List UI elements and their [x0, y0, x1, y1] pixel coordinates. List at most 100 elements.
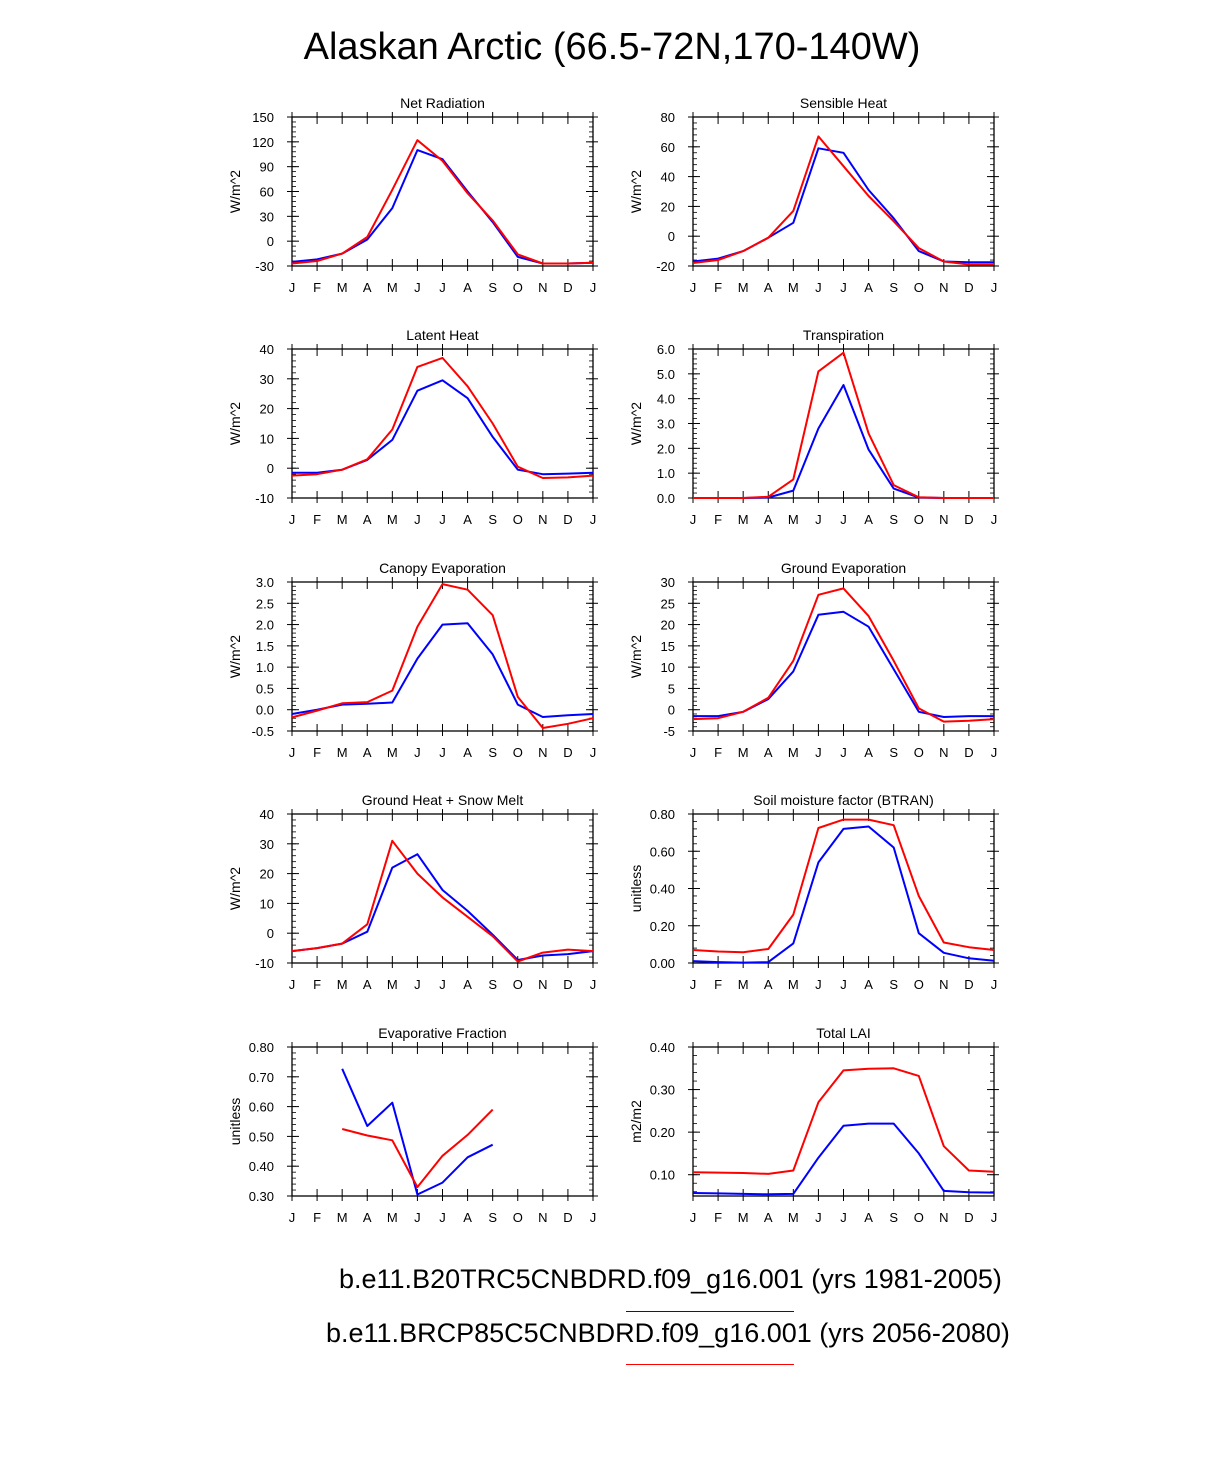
panel-ground-evaporation-xtick-label: J — [840, 745, 847, 760]
panel-sensible-heat-xtick-label: A — [864, 280, 873, 295]
panel-latent-heat-ytick-label: -10 — [255, 491, 274, 506]
panel-net-radiation-xtick-label: A — [463, 280, 472, 295]
panel-ground-evaporation-ytick-label: 25 — [661, 596, 675, 611]
panel-evaporative-fraction-xtick-label: M — [337, 1210, 348, 1225]
panel-net-radiation-xtick-label: J — [289, 280, 296, 295]
panel-soil-moisture-factor-btran-xtick-label: N — [939, 977, 948, 992]
panel-sensible-heat-series-red — [692, 135, 994, 266]
panel-evaporative-fraction-xtick-label: F — [313, 1210, 321, 1225]
panel-ground-heat-snow-melt-xtick-label: J — [289, 977, 296, 992]
panel-total-lai-title: Total LAI — [816, 1025, 870, 1041]
panel-sensible-heat-ylabel: W/m^2 — [628, 170, 644, 213]
panel-evaporative-fraction-xtick-label: S — [488, 1210, 497, 1225]
panel-soil-moisture-factor-btran-series-red — [692, 818, 995, 954]
panel-canopy-evaporation-series-red — [291, 583, 594, 729]
panel-evaporative-fraction-xtick-label: O — [513, 1210, 523, 1225]
panel-ground-evaporation-series-red — [692, 587, 995, 723]
panel-net-radiation-xtick-label: D — [563, 280, 572, 295]
panel-latent-heat-xtick-label: F — [313, 512, 321, 527]
panel-ground-heat-snow-melt-ytick-label: 40 — [260, 807, 274, 822]
legend-line-blue — [626, 1311, 794, 1312]
panel-net-radiation-series-blue — [291, 149, 594, 265]
panel-transpiration-ytick-label: 4.0 — [657, 392, 675, 407]
panel-total-lai-series-red — [692, 1067, 995, 1175]
panel-transpiration-xtick-label: J — [690, 512, 697, 527]
panel-ground-heat-snow-melt-xtick-label: S — [488, 977, 497, 992]
panel-total-lai-xtick-label: J — [815, 1210, 822, 1225]
panel-canopy-evaporation-series-blue — [291, 622, 594, 718]
panel-soil-moisture-factor-btran-ytick-label: 0.60 — [650, 844, 675, 859]
panel-transpiration-ytick-label: 2.0 — [657, 441, 675, 456]
panel-latent-heat-series-blue — [292, 379, 594, 476]
panel-total-lai-xtick-label: F — [714, 1210, 722, 1225]
panel-net-radiation-frame — [291, 116, 594, 267]
panel-ground-heat-snow-melt-xtick-label: M — [387, 977, 398, 992]
panel-evaporative-fraction-xtick-label: A — [363, 1210, 372, 1225]
panel-sensible-heat-frame — [692, 116, 995, 267]
panel-transpiration-ylabel: W/m^2 — [628, 402, 644, 445]
panel-sensible-heat-xtick-label: J — [690, 280, 697, 295]
panel-ground-heat-snow-melt-ytick-label: 20 — [260, 867, 274, 882]
panel-ground-evaporation-xtick-label: S — [889, 745, 898, 760]
panel-canopy-evaporation-ytick-label: 3.0 — [256, 575, 274, 590]
panel-canopy-evaporation-ylabel: W/m^2 — [227, 635, 243, 678]
panel-net-radiation-ytick-label: 150 — [252, 110, 274, 125]
panel-sensible-heat-ytick-label: 0 — [668, 229, 675, 244]
panel-transpiration-ytick-label: 1.0 — [657, 466, 675, 481]
panel-net-radiation-xtick-label: M — [387, 280, 398, 295]
panel-canopy-evaporation-ytick-label: 2.0 — [256, 618, 274, 633]
panel-net-radiation-ytick-label: 60 — [260, 185, 274, 200]
legend-line-red — [626, 1364, 794, 1365]
panel-total-lai-xtick-label: D — [964, 1210, 973, 1225]
panel-total-lai-ytick-label: 0.10 — [650, 1168, 675, 1183]
panel-evaporative-fraction: J F M A M J J A S O N D J0.300.400.500.600.700.80Eva… — [227, 1025, 598, 1225]
panel-transpiration-xtick-label: J — [991, 512, 998, 527]
panel-net-radiation-xtick-label: A — [363, 280, 372, 295]
panel-total-lai-series-blue — [692, 1122, 995, 1196]
panel-latent-heat-ytick-label: 40 — [260, 342, 274, 357]
panel-net-radiation-xtick-label: M — [337, 280, 348, 295]
panel-sensible-heat-xtick-label: J — [815, 280, 822, 295]
panel-net-radiation-ytick-label: -30 — [255, 259, 274, 274]
panel-canopy-evaporation-xtick-label: M — [337, 745, 348, 760]
panel-net-radiation-title: Net Radiation — [400, 95, 485, 111]
panel-ground-evaporation-xtick-label: A — [764, 745, 773, 760]
panel-ground-evaporation-ytick-label: 5 — [668, 681, 675, 696]
panel-latent-heat-xtick-label: J — [590, 512, 597, 527]
panel-soil-moisture-factor-btran-xtick-label: J — [840, 977, 847, 992]
panel-evaporative-fraction-ytick-label: 0.30 — [249, 1189, 274, 1204]
panel-ground-evaporation-xtick-label: D — [964, 745, 973, 760]
panel-soil-moisture-factor-btran-frame — [692, 813, 995, 964]
panel-ground-heat-snow-melt-xtick-label: O — [513, 977, 523, 992]
panel-latent-heat-xtick-label: A — [463, 512, 472, 527]
panel-net-radiation-series-red — [291, 139, 594, 265]
panel-ground-evaporation-ytick-label: 20 — [661, 618, 675, 633]
panel-sensible-heat-xtick-label: J — [991, 280, 998, 295]
panel-soil-moisture-factor-btran-xtick-label: M — [738, 977, 749, 992]
panel-sensible-heat-ytick-label: 40 — [661, 170, 675, 185]
panel-net-radiation-ytick-label: 30 — [260, 209, 274, 224]
panel-ground-heat-snow-melt-xtick-label: A — [463, 977, 472, 992]
panel-canopy-evaporation-ytick-label: 1.5 — [256, 639, 274, 654]
panel-canopy-evaporation-ytick-label: -0.5 — [252, 724, 274, 739]
panel-canopy-evaporation-xtick-label: S — [488, 745, 497, 760]
panel-canopy-evaporation-xtick-label: J — [439, 745, 446, 760]
panel-canopy-evaporation-xtick-label: J — [414, 745, 421, 760]
panel-latent-heat-ylabel: W/m^2 — [227, 402, 243, 445]
panel-transpiration-xtick-label: O — [914, 512, 924, 527]
panel-ground-heat-snow-melt-ytick-label: 30 — [260, 837, 274, 852]
panel-evaporative-fraction-xtick-label: D — [563, 1210, 572, 1225]
panel-ground-evaporation-ytick-label: 0 — [668, 703, 675, 718]
panel-ground-heat-snow-melt-xtick-label: J — [590, 977, 597, 992]
panel-net-radiation-xtick-label: O — [513, 280, 523, 295]
panel-latent-heat-xtick-label: J — [414, 512, 421, 527]
panel-canopy-evaporation-xtick-label: M — [387, 745, 398, 760]
panel-ground-evaporation-frame — [692, 581, 995, 732]
panel-soil-moisture-factor-btran-xtick-label: O — [914, 977, 924, 992]
panel-canopy-evaporation-ytick-label: 1.0 — [256, 660, 274, 675]
panel-evaporative-fraction-series-blue — [341, 1068, 494, 1196]
panel-ground-evaporation-xtick-label: M — [738, 745, 749, 760]
panel-evaporative-fraction-xtick-label: A — [463, 1210, 472, 1225]
panel-total-lai-xtick-label: N — [939, 1210, 948, 1225]
